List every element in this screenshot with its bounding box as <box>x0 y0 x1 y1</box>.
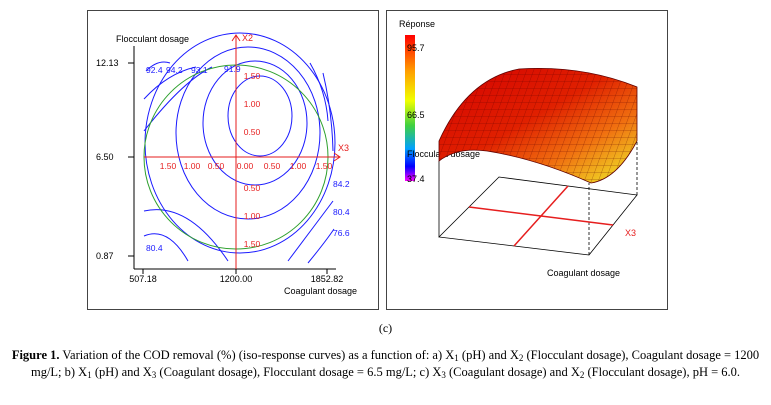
contour-level-label: 92.4 <box>146 65 163 75</box>
surface-plot: Réponse 95.7 66.5 37.4 Flocculant dosage… <box>399 19 638 278</box>
coded-x-labels: 1.50 1.00 0.50 0.00 0.50 1.00 1.50 <box>160 161 333 171</box>
contour-line <box>143 66 197 100</box>
contour-plot-panel: Flocculant dosage 12.13 6.50 0.87 507.18… <box>87 10 379 310</box>
coded-x-label: 1.00 <box>184 161 201 171</box>
coded-y-label: 1.00 <box>244 211 261 221</box>
contour-line <box>287 200 334 262</box>
x-tick-label: 1200.00 <box>220 274 253 284</box>
caption-label: Figure 1. <box>11 348 60 362</box>
coded-x-label: 1.50 <box>160 161 177 171</box>
contour-level-label: 80.4 <box>333 207 350 217</box>
contour-line <box>145 61 171 72</box>
contour-line <box>322 72 334 152</box>
y-axis-label: Flocculant dosage <box>116 34 189 44</box>
y-tick-label: 6.50 <box>96 152 114 162</box>
colorbar <box>405 35 415 181</box>
contour-level-label: 94.2 <box>166 65 183 75</box>
contour-line <box>309 62 329 122</box>
contour-lines <box>143 32 336 264</box>
coded-y-label: 1.00 <box>244 99 261 109</box>
coded-y-label: 0.50 <box>244 183 261 193</box>
contour-level-label: 93.1 <box>191 65 208 75</box>
caption-text: (Coagulant dosage) and X <box>445 365 580 379</box>
contour-level-labels: 92.4 94.2 93.1 91.9 84.2 80.4 76.6 80.4 <box>146 64 350 253</box>
coded-x-name: X3 <box>625 228 636 238</box>
coded-y-label: 1.50 <box>244 71 261 81</box>
contour-level-label: 91.9 <box>224 64 241 74</box>
coded-x-arrow <box>333 152 341 162</box>
contour-level-label: 84.2 <box>333 179 350 189</box>
floor-grid-line <box>513 185 569 247</box>
coded-x-label: 0.00 <box>237 161 254 171</box>
coded-x-label: 1.00 <box>290 161 307 171</box>
contour-line <box>202 60 308 186</box>
caption-text: (pH) and X <box>458 348 519 362</box>
caption-text: (Coagulant dosage), Flocculant dosage = … <box>156 365 442 379</box>
x-axis-label: Coagulant dosage <box>547 268 620 278</box>
x-tick-label: 1852.82 <box>311 274 344 284</box>
contour-line <box>143 233 189 262</box>
colorbar-tick: 95.7 <box>407 43 425 53</box>
colorbar-tick: 37.4 <box>407 174 425 184</box>
coded-y-label: 0.50 <box>244 127 261 137</box>
contour-line <box>227 75 293 157</box>
caption-subscript: 2 <box>579 370 585 380</box>
panel-label: (c) <box>378 321 393 335</box>
surface-mesh <box>439 68 637 183</box>
caption-subscript: 1 <box>87 370 92 380</box>
floor-grid <box>468 185 614 247</box>
coded-x-label: 0.50 <box>208 161 225 171</box>
caption-text: (Flocculant dosage), pH = 6.0. <box>584 365 741 379</box>
caption-subscript: 2 <box>518 353 524 363</box>
z-axis-label: Réponse <box>399 19 435 29</box>
y-tick-label: 0.87 <box>96 251 114 261</box>
x-axis-label: Coagulant dosage <box>284 286 357 296</box>
coded-y-labels: 1.50 1.00 0.50 0.50 1.00 1.50 <box>244 71 261 249</box>
coded-x-label: 0.50 <box>264 161 281 171</box>
coded-y-label: 1.50 <box>244 239 261 249</box>
surface-plot-panel: Réponse 95.7 66.5 37.4 Flocculant dosage… <box>386 10 668 310</box>
contour-line <box>307 228 335 264</box>
contour-level-label: 80.4 <box>146 243 163 253</box>
coded-x-name: X3 <box>338 143 349 153</box>
caption-subscript: 1 <box>454 353 459 363</box>
caption-subscript: 3 <box>441 370 446 380</box>
contour-level-label: 76.6 <box>333 228 350 238</box>
floor-box <box>438 141 638 256</box>
caption-subscript: 3 <box>151 370 157 380</box>
caption-text: Variation of the COD removal (%) (iso-re… <box>59 348 455 362</box>
caption-text: (Flocculant dosage), Coagulant dosage = … <box>30 348 760 379</box>
x-tick-label: 507.18 <box>129 274 157 284</box>
coded-axes <box>144 34 341 269</box>
contour-plot: Flocculant dosage 12.13 6.50 0.87 507.18… <box>96 32 357 296</box>
coded-y-arrow <box>231 34 241 42</box>
colorbar-tick: 66.5 <box>407 110 425 120</box>
contour-line <box>143 66 213 132</box>
figure-caption: Figure 1. Variation of the COD removal (… <box>8 347 763 381</box>
coded-x-label: 1.50 <box>316 161 333 171</box>
caption-text: (pH) and X <box>91 365 152 379</box>
contour-line <box>143 209 229 262</box>
coded-y-name: X2 <box>242 33 253 43</box>
y-tick-label: 12.13 <box>96 58 119 68</box>
contour-line <box>175 46 321 220</box>
response-surface <box>438 67 638 184</box>
